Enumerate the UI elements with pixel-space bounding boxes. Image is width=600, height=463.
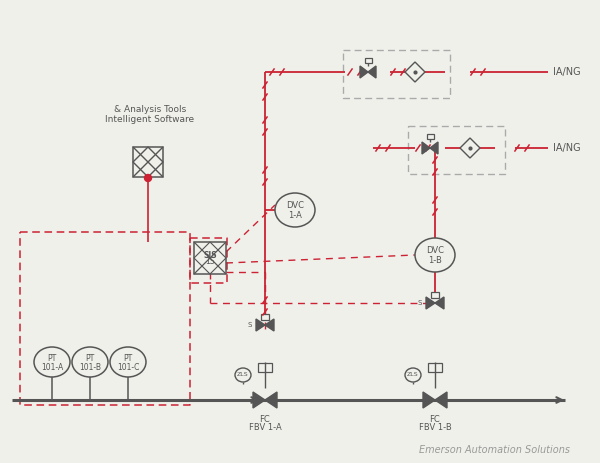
Polygon shape [426,297,435,309]
Text: IA/NG: IA/NG [553,143,581,153]
Polygon shape [423,392,435,408]
Bar [431,292,439,298]
Text: DVC: DVC [426,246,444,255]
Bar [133,147,163,177]
Polygon shape [430,142,438,154]
Polygon shape [265,392,277,408]
Bar [194,242,226,274]
Bar [261,314,269,320]
Ellipse shape [110,347,146,377]
Ellipse shape [34,347,70,377]
Text: 101-B: 101-B [79,363,101,372]
Bar [427,134,433,139]
Text: 1S: 1S [205,257,215,267]
Text: 101-C: 101-C [117,363,139,372]
Text: S: S [248,322,252,328]
Ellipse shape [275,193,315,227]
Text: FBV 1-A: FBV 1-A [248,423,281,432]
Polygon shape [253,392,265,408]
Text: 101-A: 101-A [41,363,63,372]
Polygon shape [422,142,430,154]
Text: Intelligent Software: Intelligent Software [106,115,194,125]
Ellipse shape [415,238,455,272]
Text: PT: PT [124,354,133,363]
Text: 1-A: 1-A [288,212,302,220]
Polygon shape [368,66,376,78]
Polygon shape [435,297,444,309]
Text: SIS: SIS [203,250,217,259]
Text: Emerson Automation Solutions: Emerson Automation Solutions [419,445,570,455]
Bar [365,58,371,63]
Circle shape [145,175,151,181]
Polygon shape [435,392,447,408]
Bar [258,363,272,372]
Text: FBV 1-B: FBV 1-B [419,423,451,432]
Text: & Analysis Tools: & Analysis Tools [114,106,186,114]
Text: DVC: DVC [286,201,304,210]
Text: 1-B: 1-B [428,257,442,265]
Text: PT: PT [85,354,95,363]
Polygon shape [265,319,274,331]
Text: S: S [418,300,422,306]
Bar [428,363,442,372]
Ellipse shape [405,368,421,382]
Text: FC: FC [260,414,271,424]
Ellipse shape [72,347,108,377]
Polygon shape [360,66,368,78]
Text: PT: PT [47,354,56,363]
Text: IA/NG: IA/NG [553,67,581,77]
Polygon shape [405,62,425,82]
Text: ZLS: ZLS [237,373,249,377]
Ellipse shape [235,368,251,382]
Text: FC: FC [430,414,440,424]
Polygon shape [460,138,480,158]
Polygon shape [256,319,265,331]
Text: ZLS: ZLS [407,373,419,377]
